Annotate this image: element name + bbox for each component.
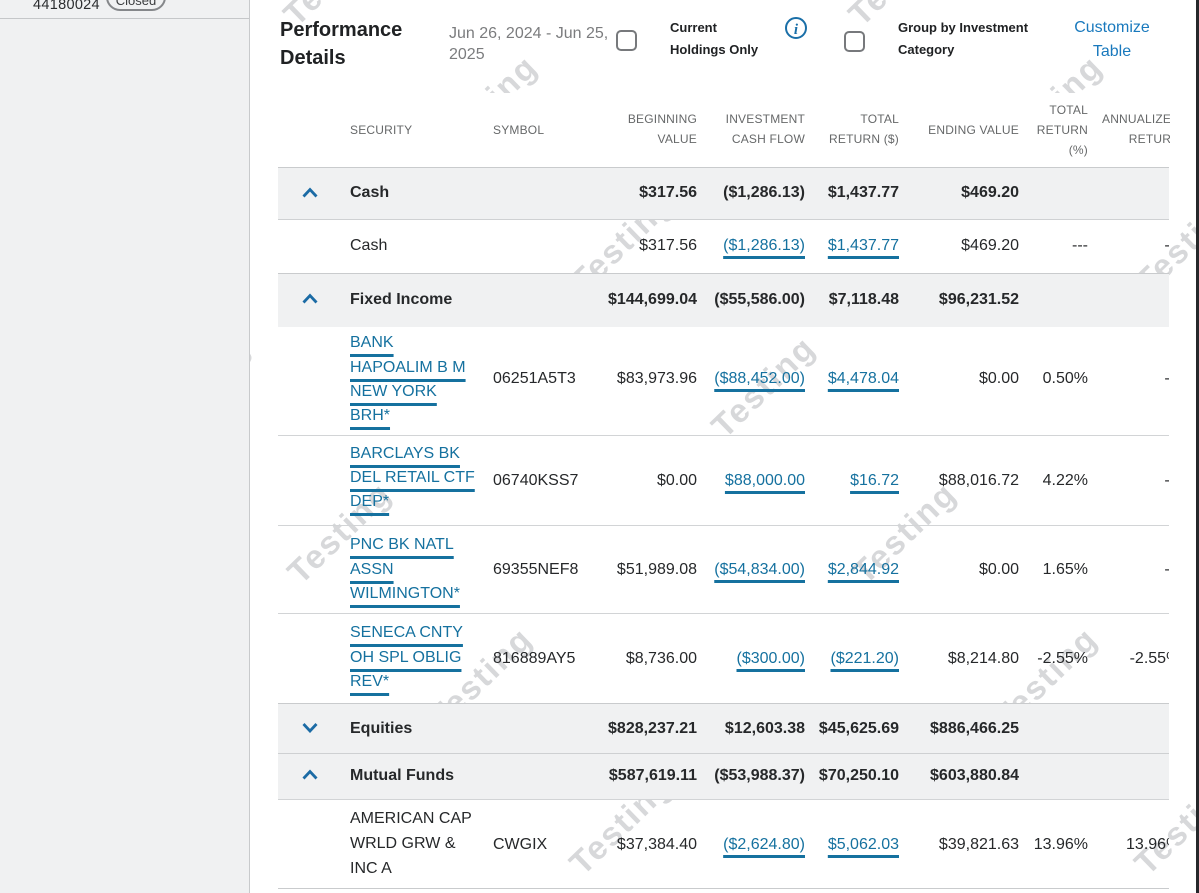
svg-text:i: i — [794, 22, 799, 38]
